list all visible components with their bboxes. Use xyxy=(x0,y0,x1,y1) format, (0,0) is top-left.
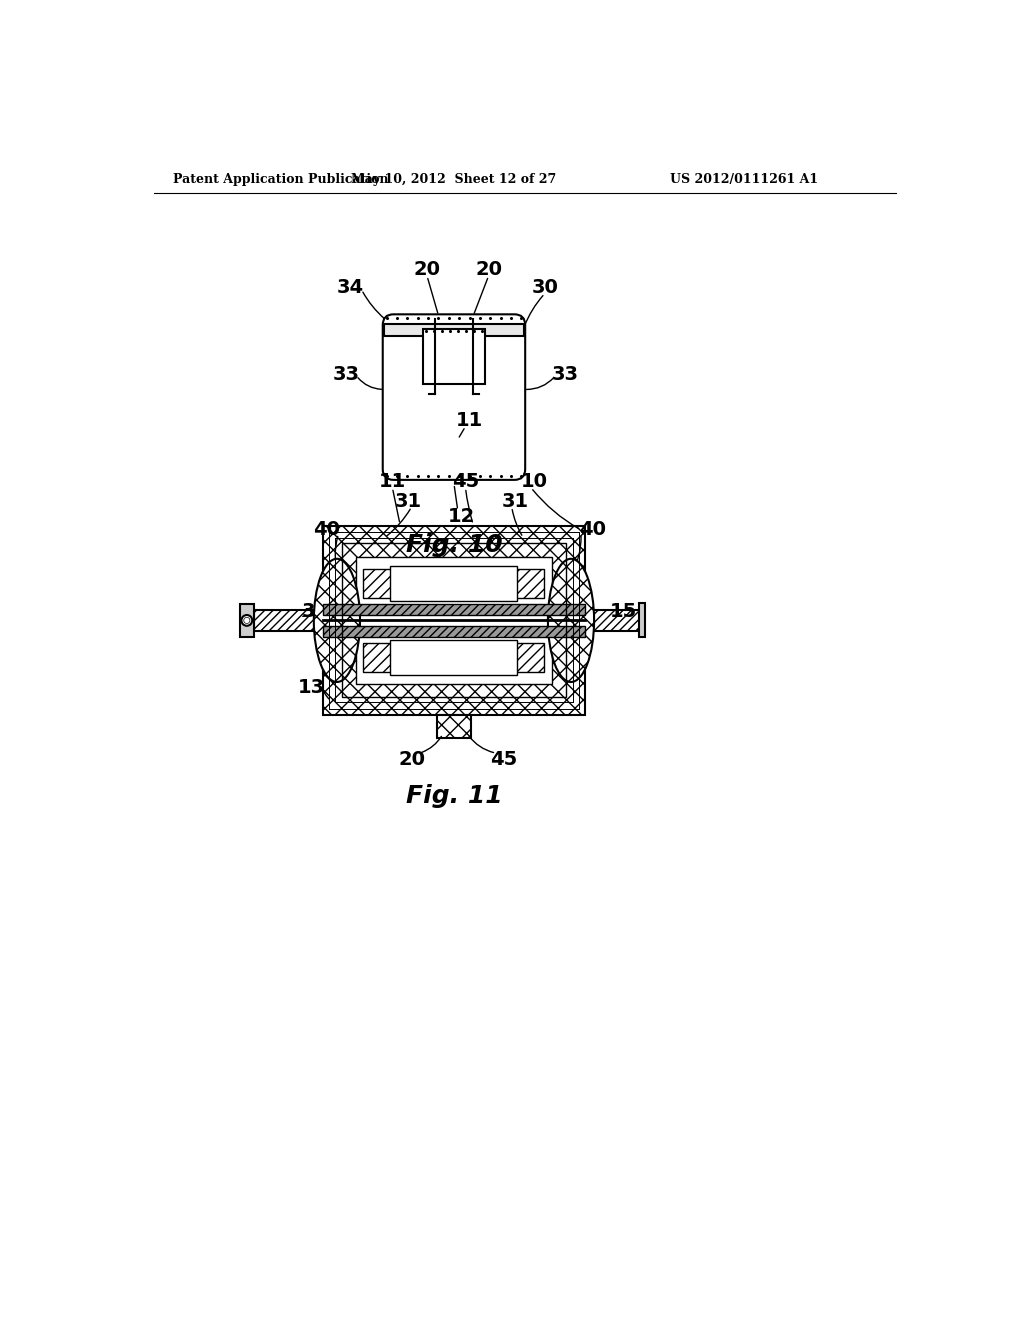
Bar xyxy=(323,527,585,714)
Text: 13: 13 xyxy=(298,678,325,697)
Bar xyxy=(323,626,585,636)
Bar xyxy=(254,610,323,631)
Ellipse shape xyxy=(548,558,594,682)
Text: 11: 11 xyxy=(456,411,483,430)
Bar xyxy=(364,643,545,672)
Bar xyxy=(585,610,643,631)
Text: 34: 34 xyxy=(337,279,364,297)
Text: Fig. 11: Fig. 11 xyxy=(406,784,503,808)
Text: 15: 15 xyxy=(609,602,637,620)
Text: 33: 33 xyxy=(552,364,580,384)
Text: 10: 10 xyxy=(521,473,548,491)
Circle shape xyxy=(244,618,250,623)
Text: Patent Application Publication: Patent Application Publication xyxy=(173,173,388,186)
Bar xyxy=(390,566,517,601)
Text: 30: 30 xyxy=(531,279,558,297)
Ellipse shape xyxy=(313,558,360,682)
Bar xyxy=(384,323,523,335)
Circle shape xyxy=(242,615,252,626)
Bar xyxy=(390,640,517,675)
Text: 12: 12 xyxy=(449,507,475,527)
Text: 33: 33 xyxy=(333,364,359,384)
Text: 20: 20 xyxy=(398,750,425,768)
Bar xyxy=(364,569,545,598)
Text: 31: 31 xyxy=(502,492,529,511)
Bar xyxy=(436,714,471,738)
Text: 11: 11 xyxy=(379,473,406,491)
Text: 20: 20 xyxy=(475,260,502,279)
Text: May 10, 2012  Sheet 12 of 27: May 10, 2012 Sheet 12 of 27 xyxy=(351,173,557,186)
Text: 40: 40 xyxy=(579,520,606,540)
Text: 45: 45 xyxy=(490,750,518,768)
FancyBboxPatch shape xyxy=(383,314,525,480)
Text: 20: 20 xyxy=(414,260,440,279)
Bar xyxy=(323,605,585,615)
Text: 31: 31 xyxy=(394,492,421,511)
Bar xyxy=(240,605,254,636)
Bar xyxy=(423,329,484,384)
Text: Fig. 10: Fig. 10 xyxy=(406,533,503,557)
Text: 40: 40 xyxy=(313,520,340,540)
Bar xyxy=(342,544,565,697)
Text: US 2012/0111261 A1: US 2012/0111261 A1 xyxy=(670,173,818,186)
Text: 45: 45 xyxy=(452,473,479,491)
Text: 32: 32 xyxy=(302,602,329,620)
Bar xyxy=(355,557,552,684)
Bar xyxy=(639,603,645,638)
